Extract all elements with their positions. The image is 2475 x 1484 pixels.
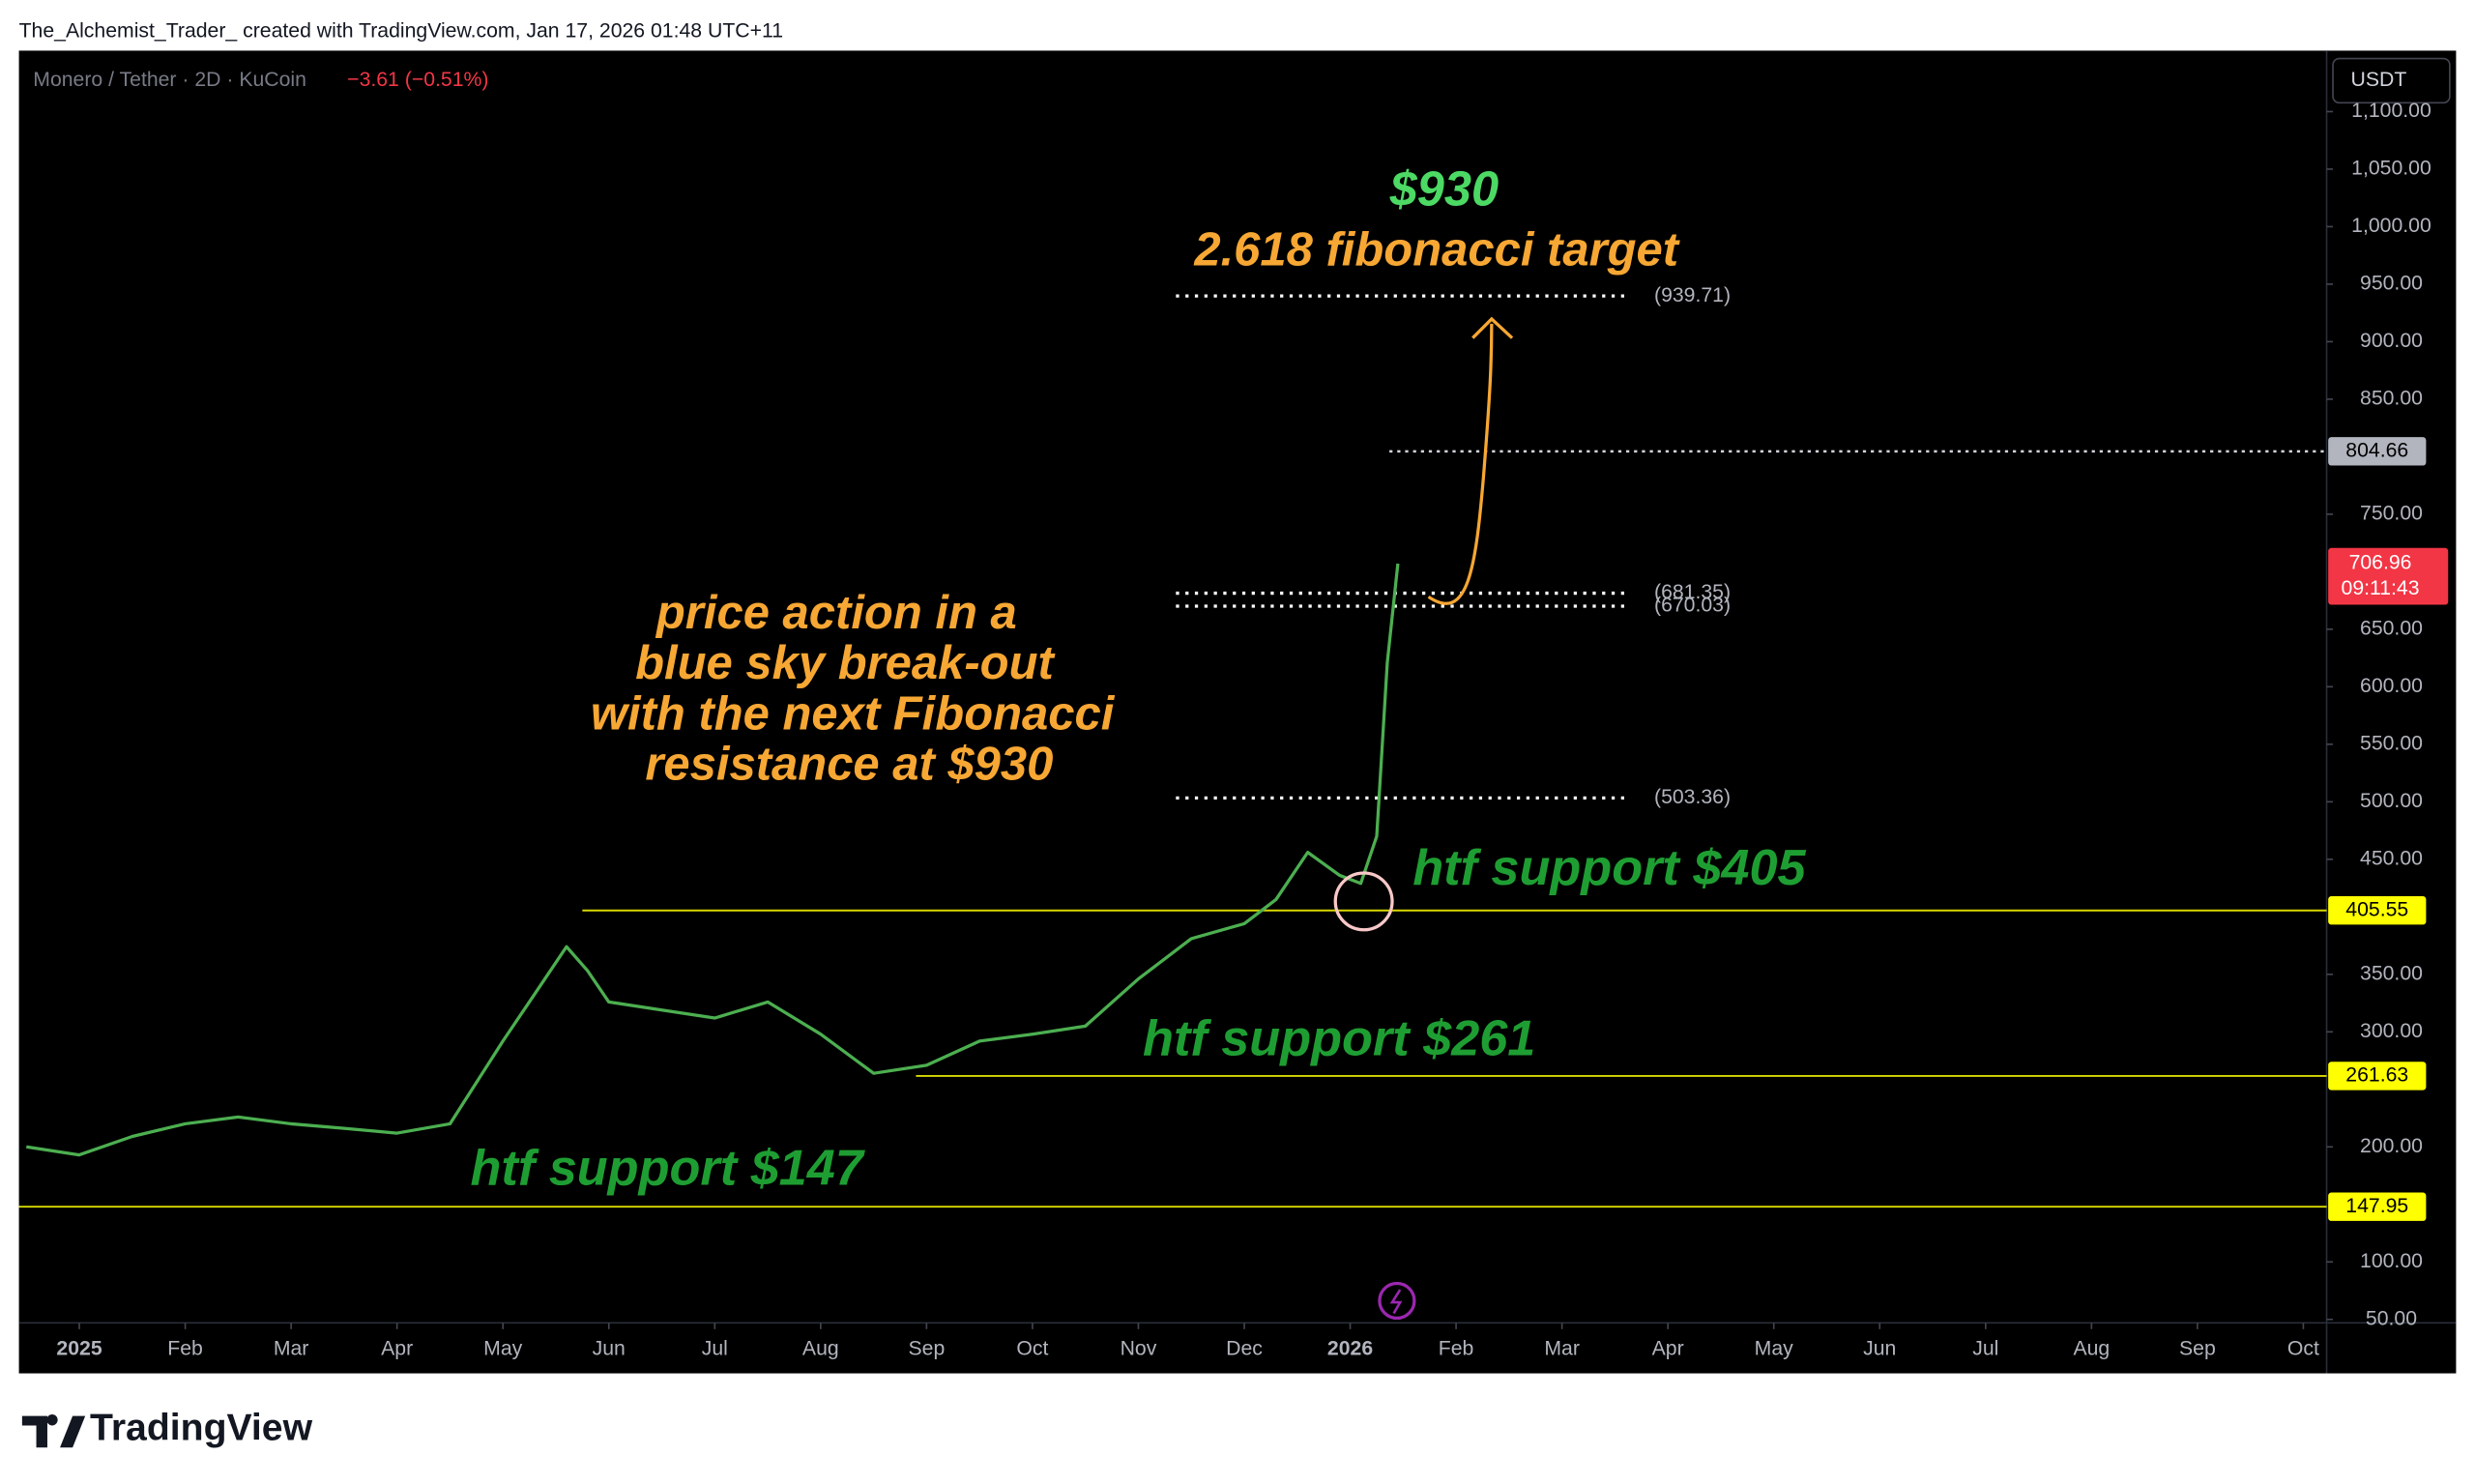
- currency-button[interactable]: [2332, 57, 2451, 104]
- y-tick-label: 50.00: [2366, 1307, 2417, 1329]
- y-tick-label: 350.00: [2360, 962, 2423, 984]
- y-tick-label: 500.00: [2360, 790, 2423, 812]
- support-level-box: [2328, 1062, 2427, 1091]
- commentary-line: resistance at $930: [645, 739, 1053, 791]
- breakout-circle: [1333, 871, 1394, 932]
- y-tick-label: 850.00: [2360, 388, 2423, 410]
- support-level-label: 147.95: [2345, 1195, 2408, 1217]
- support-level-label: 261.63: [2345, 1064, 2408, 1087]
- last-price-box: [2328, 547, 2449, 605]
- x-tick-label: May: [1755, 1338, 1793, 1360]
- x-tick-label: Apr: [1652, 1338, 1684, 1360]
- brand-name: TradingView: [90, 1408, 313, 1449]
- fib-label: (670.03): [1654, 595, 1731, 617]
- y-tick-label: 100.00: [2360, 1250, 2423, 1272]
- countdown-label: 09:11:43: [2342, 577, 2420, 599]
- x-tick-label: Aug: [802, 1338, 839, 1360]
- y-tick-label: 450.00: [2360, 847, 2423, 869]
- x-tick-label: 2025: [56, 1338, 102, 1360]
- y-tick-label: 1,000.00: [2351, 215, 2431, 237]
- commentary-line: blue sky break-out: [635, 637, 1055, 689]
- price-line: [26, 563, 1400, 1157]
- chart-panel: [18, 50, 2457, 1374]
- x-tick-label: May: [483, 1338, 522, 1360]
- plot-area: [18, 294, 2327, 1208]
- x-tick-label: 2026: [1327, 1338, 1373, 1360]
- attribution: The_Alchemist_Trader_ created with Tradi…: [19, 19, 783, 42]
- support-level-box: [2328, 896, 2427, 925]
- support-note: htf support $147: [471, 1140, 866, 1196]
- target-price: $930: [1389, 161, 1500, 217]
- support-note: htf support $405: [1412, 840, 1806, 896]
- target-label: 2.618 fibonacci target: [1193, 223, 1679, 276]
- x-tick-label: Sep: [908, 1338, 945, 1360]
- commentary-line: with the next Fibonacci: [591, 687, 1116, 740]
- y-tick-label: 650.00: [2360, 617, 2423, 639]
- commentary-line: price action in a: [655, 587, 1017, 639]
- y-tick-label: 200.00: [2360, 1135, 2423, 1157]
- x-tick-label: Aug: [2073, 1338, 2110, 1360]
- x-tick-label: Jun: [1863, 1338, 1896, 1360]
- y-tick-label: 1,050.00: [2351, 158, 2431, 180]
- y-tick-label: 950.00: [2360, 273, 2423, 295]
- x-tick-label: Oct: [1016, 1338, 1048, 1360]
- fib-label: (503.36): [1654, 786, 1731, 808]
- x-tick-label: Sep: [2179, 1338, 2216, 1360]
- alert-bolt: [1389, 1289, 1403, 1315]
- support-level-label: 405.55: [2345, 898, 2408, 920]
- y-tick-label: 900.00: [2360, 330, 2423, 352]
- last-price-label: 706.96: [2349, 552, 2412, 574]
- x-tick-label: Mar: [274, 1338, 309, 1360]
- y-tick-label: 1,100.00: [2351, 100, 2431, 122]
- x-tick-label: Nov: [1121, 1338, 1157, 1360]
- x-tick-label: Apr: [381, 1338, 413, 1360]
- high-level-label: 804.66: [2345, 439, 2408, 461]
- support-level-box: [2328, 1192, 2427, 1221]
- price-change: −3.61 (−0.51%): [347, 69, 488, 91]
- symbol-legend: Monero / Tether · 2D · KuCoin: [33, 69, 306, 91]
- fib-label: (939.71): [1654, 284, 1731, 306]
- brand-logo: [21, 1414, 86, 1448]
- y-tick-label: 550.00: [2360, 732, 2423, 754]
- target-arrow: [1427, 323, 1494, 605]
- x-tick-label: Jun: [593, 1338, 626, 1360]
- x-tick-label: Feb: [167, 1338, 203, 1360]
- y-tick-label: 600.00: [2360, 675, 2423, 697]
- support-note: htf support $261: [1143, 1011, 1535, 1067]
- target-arrowhead: [1471, 316, 1514, 339]
- x-tick-label: Mar: [1544, 1338, 1580, 1360]
- currency-label[interactable]: USDT: [2351, 69, 2407, 91]
- fib-label: (681.35): [1654, 581, 1731, 603]
- x-tick-label: Jul: [1972, 1338, 1998, 1360]
- x-tick-label: Dec: [1226, 1338, 1263, 1360]
- y-tick-label: 750.00: [2360, 502, 2423, 524]
- alert-icon[interactable]: [1378, 1281, 1416, 1321]
- x-tick-label: Jul: [702, 1338, 728, 1360]
- y-tick-label: 300.00: [2360, 1020, 2423, 1042]
- x-tick-label: Oct: [2287, 1338, 2319, 1360]
- high-level-box: [2328, 437, 2427, 466]
- x-tick-label: Feb: [1439, 1338, 1474, 1360]
